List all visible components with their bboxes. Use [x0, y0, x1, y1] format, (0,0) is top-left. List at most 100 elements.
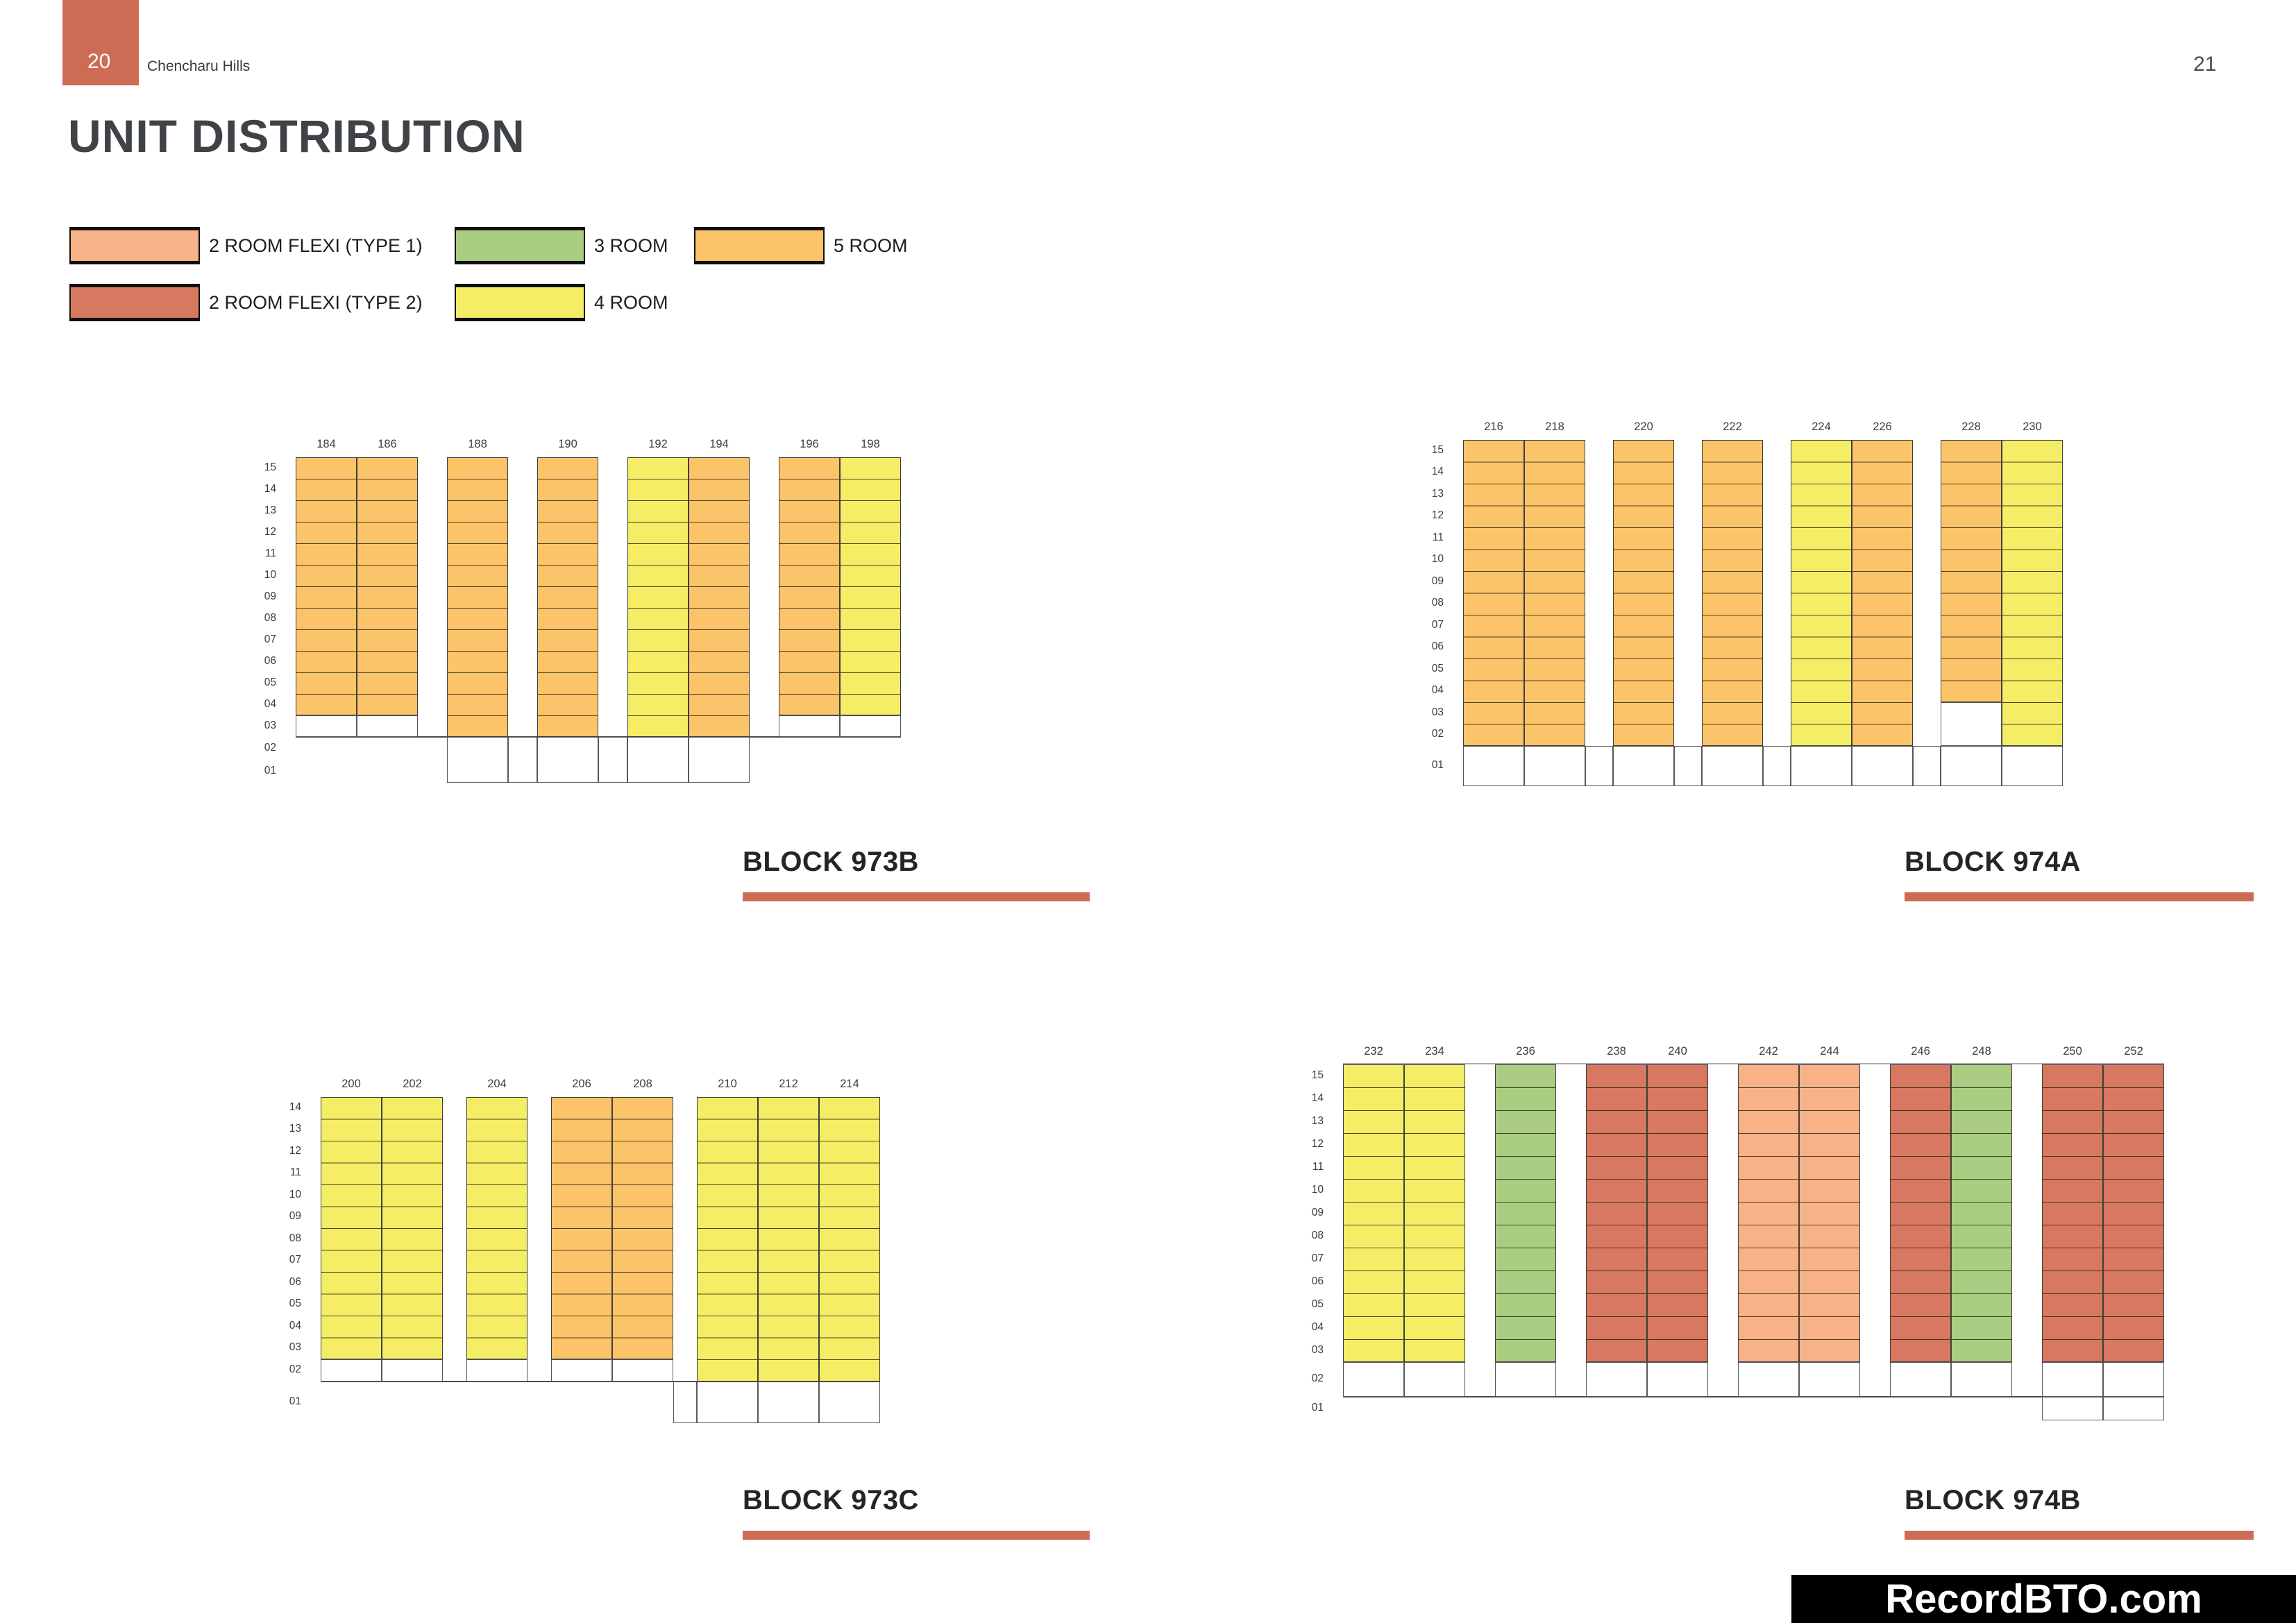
- ground-cell: [1585, 746, 1613, 786]
- block-underline-bar: [743, 1531, 1090, 1540]
- floor-label: 04: [1431, 684, 1444, 697]
- stack-label: 198: [861, 438, 880, 450]
- floor-label: 02: [264, 741, 276, 754]
- floor-label: 12: [1311, 1137, 1324, 1150]
- floor-label: 04: [264, 697, 276, 710]
- ground-cell: [689, 737, 750, 783]
- void-cell: [779, 715, 840, 737]
- stack-label: 188: [468, 438, 487, 450]
- ground-cell: [447, 737, 508, 783]
- floor-label: 07: [1311, 1252, 1324, 1264]
- watermark-box: RecordBTO.com: [1791, 1575, 2296, 1623]
- ground-cell: [758, 1381, 819, 1423]
- stack-label: 194: [709, 438, 729, 450]
- stack-label: 196: [800, 438, 819, 450]
- unit-cell: [819, 1097, 880, 1382]
- legend-swatch-2-room-flexi-type-2: [69, 284, 200, 321]
- legend-label: 2 ROOM FLEXI (TYPE 2): [209, 291, 423, 313]
- legend-label: 3 ROOM: [594, 235, 668, 256]
- stack-label: 220: [1634, 420, 1653, 433]
- floor-label: 07: [289, 1254, 301, 1266]
- unit-cell: [689, 457, 750, 737]
- unit-cell: [1463, 440, 1524, 746]
- block-baseline: [321, 1380, 880, 1382]
- unit-cell: [1890, 1064, 1951, 1362]
- block-underline-bar: [1905, 892, 2254, 901]
- legend-label: 2 ROOM FLEXI (TYPE 1): [209, 235, 423, 256]
- unit-cell: [1586, 1064, 1647, 1362]
- stack-label: 224: [1812, 420, 1831, 433]
- unit-cell: [1799, 1064, 1860, 1362]
- ground-cell: [673, 1381, 697, 1423]
- unit-cell: [447, 457, 508, 737]
- void-cell: [1343, 1362, 1404, 1397]
- legend-swatch-3-room: [455, 227, 585, 264]
- floor-label: 12: [264, 525, 276, 538]
- stack-label: 222: [1723, 420, 1742, 433]
- unit-cell: [840, 457, 901, 715]
- legend-item: 5 ROOM: [694, 226, 908, 266]
- stack-label: 190: [558, 438, 577, 450]
- page-number-tab: 20: [62, 0, 139, 85]
- floor-label: 10: [289, 1188, 301, 1200]
- unit-cell: [537, 457, 598, 737]
- floor-label: 08: [289, 1232, 301, 1244]
- stack-label: 242: [1759, 1045, 1778, 1057]
- floor-label: 11: [264, 547, 276, 559]
- floor-label: 11: [1432, 531, 1444, 543]
- stack-label: 208: [633, 1078, 652, 1090]
- void-cell: [321, 1359, 382, 1382]
- ground-cell: [2002, 746, 2063, 786]
- stack-label: 204: [487, 1078, 507, 1090]
- ground-cell: [1524, 746, 1585, 786]
- ground-cell: [697, 1381, 758, 1423]
- ground-cell: [1463, 746, 1524, 786]
- floor-label: 12: [1431, 509, 1444, 522]
- stack-label: 236: [1516, 1045, 1535, 1057]
- floor-label: 02: [1311, 1373, 1324, 1384]
- ground-cell: [1852, 746, 1913, 786]
- floor-label: 10: [1431, 553, 1444, 566]
- legend-item: 2 ROOM FLEXI (TYPE 2): [69, 282, 423, 323]
- unit-cell: [2002, 440, 2063, 746]
- ground-cell: [598, 737, 627, 783]
- stack-label: 246: [1911, 1045, 1930, 1057]
- page-title: UNIT DISTRIBUTION: [68, 110, 525, 162]
- void-cell: [840, 715, 901, 737]
- unit-cell: [1495, 1064, 1556, 1362]
- ground-cell: [2042, 1397, 2103, 1420]
- floor-label: 13: [1431, 487, 1444, 500]
- stack-label: 228: [1961, 420, 1981, 433]
- stack-label: 216: [1484, 420, 1503, 433]
- unit-cell: [1404, 1064, 1465, 1362]
- legend-item: 2 ROOM FLEXI (TYPE 1): [69, 226, 423, 266]
- ground-cell: [819, 1381, 880, 1423]
- stack-label: 186: [378, 438, 397, 450]
- stack-label: 218: [1545, 420, 1564, 433]
- ground-cell: [1763, 746, 1791, 786]
- floor-label: 08: [1311, 1229, 1324, 1241]
- unit-cell: [697, 1097, 758, 1382]
- stack-label: 244: [1820, 1045, 1839, 1057]
- unit-cell: [1951, 1064, 2012, 1362]
- stack-label: 240: [1668, 1045, 1687, 1057]
- unit-cell: [321, 1097, 382, 1359]
- floor-label: 01: [1311, 1402, 1324, 1413]
- watermark-text: RecordBTO.com: [1885, 1577, 2202, 1622]
- unit-cell: [1613, 440, 1674, 746]
- unit-cell: [1738, 1064, 1799, 1362]
- unit-cell: [466, 1097, 527, 1359]
- floor-label: 07: [1431, 618, 1444, 631]
- unit-cell: [627, 457, 689, 737]
- stack-label: 192: [648, 438, 668, 450]
- stack-label: 238: [1607, 1045, 1626, 1057]
- ground-cell: [1913, 746, 1941, 786]
- stack-label: 212: [779, 1078, 798, 1090]
- stack-label: 184: [316, 438, 336, 450]
- unit-cell: [551, 1097, 612, 1359]
- block-title-974a: BLOCK 974A: [1905, 847, 2081, 877]
- floor-label: 02: [1431, 728, 1444, 740]
- floor-label: 09: [264, 590, 276, 602]
- stack-label: 230: [2023, 420, 2042, 433]
- floor-label: 09: [289, 1210, 301, 1223]
